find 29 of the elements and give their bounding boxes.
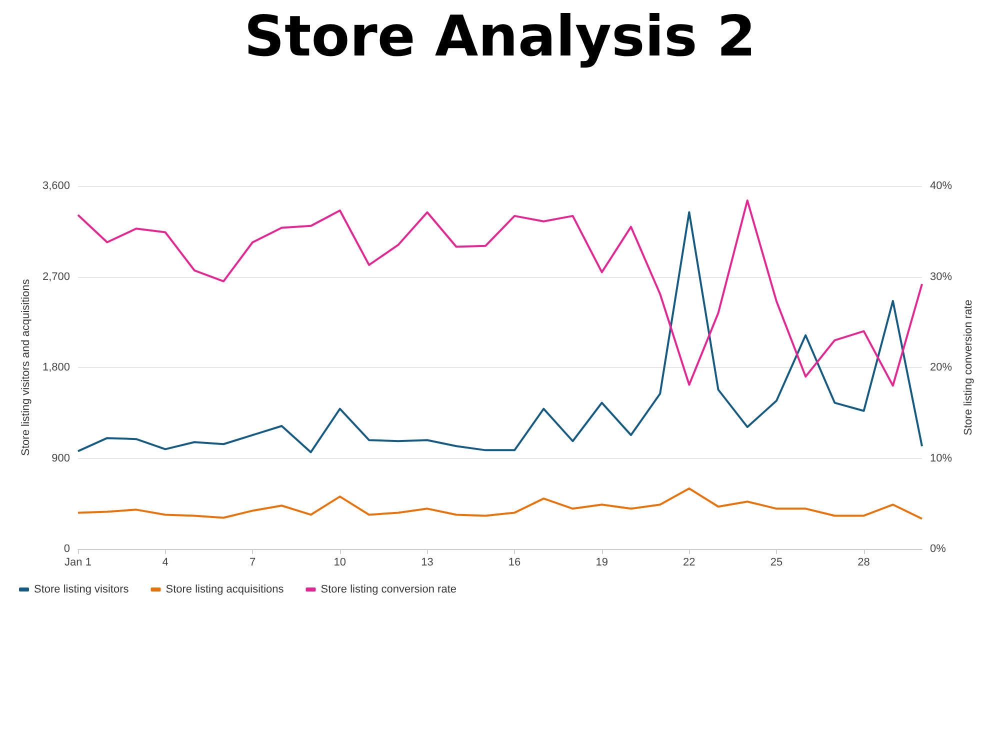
y2-tick-label: 10% [930,452,952,464]
x-tick-label: Jan 1 [64,556,92,568]
y2-tick-label: 20% [930,362,952,374]
chart-title: Store Analysis 2 [244,4,756,70]
x-tick-label: 4 [162,556,168,568]
x-tick-label: 22 [683,556,696,568]
y-tick-label: 3,600 [42,180,70,192]
y-tick-label: 0 [64,543,70,555]
legend-label: Store listing acquisitions [166,584,284,596]
x-tick-label: 16 [508,556,521,568]
y-tick-label: 2,700 [42,270,70,283]
y-axis-title: Store listing visitors and acquisitions [20,278,32,456]
x-tick-label: 25 [770,556,783,568]
legend-label: Store listing conversion rate [320,584,456,596]
line-series [77,211,923,454]
x-tick-label: 28 [858,556,870,568]
x-tick-label: 19 [596,556,608,568]
legend-label: Store listing visitors [34,584,130,596]
line-series [77,200,923,387]
line-series [77,488,923,520]
x-tick-label: 10 [334,556,346,568]
x-tick-label: 13 [421,556,434,568]
y2-tick-label: 0% [930,543,946,555]
x-tick-label: 7 [250,556,256,568]
y2-tick-label: 40% [930,180,952,192]
y-tick-label: 900 [52,452,70,464]
y-tick-label: 1,800 [42,362,70,374]
y2-axis-title: Store listing conversion rate [962,300,974,436]
y2-tick-label: 30% [930,270,952,283]
